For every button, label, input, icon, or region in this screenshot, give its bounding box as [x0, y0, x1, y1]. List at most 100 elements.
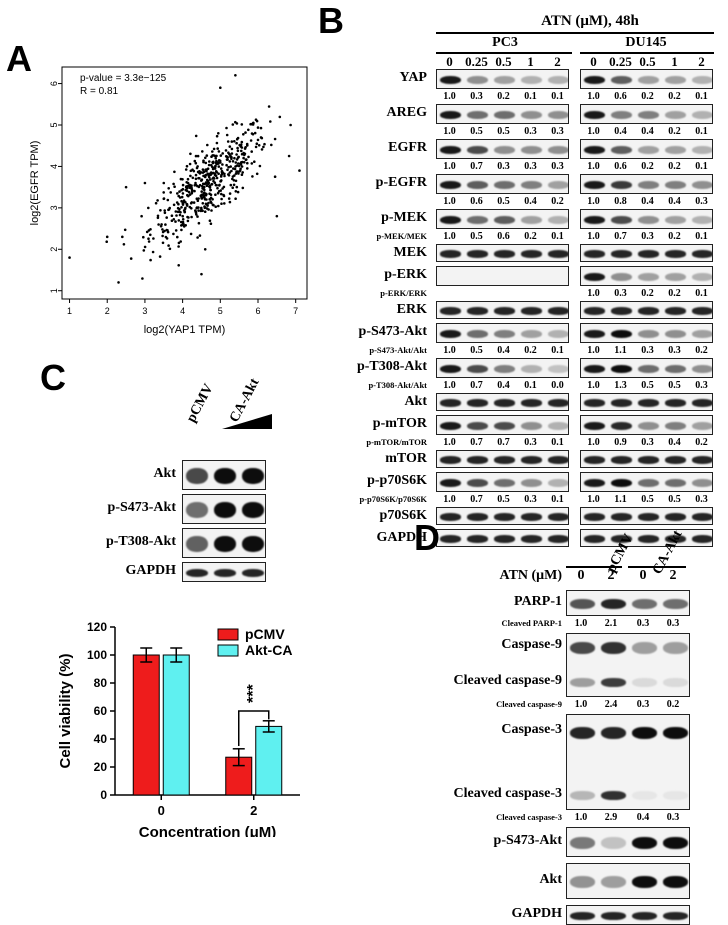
scatter-point — [197, 209, 200, 212]
blot-band — [583, 421, 606, 431]
blot-band — [691, 75, 712, 85]
scatter-point — [198, 234, 202, 237]
scatter-point — [223, 174, 226, 178]
scatter-point — [212, 176, 215, 179]
scatter-point — [249, 139, 253, 142]
blot-band — [637, 110, 660, 120]
blot-band — [663, 837, 688, 849]
scatter-point — [161, 234, 164, 238]
scatter-point — [161, 241, 165, 245]
blot-band — [663, 678, 688, 687]
scatter-point — [206, 143, 209, 147]
scatter-point — [185, 181, 188, 184]
blot-strip-c — [182, 528, 266, 558]
quant-value: 1.0 — [587, 288, 600, 299]
blot-band — [583, 399, 606, 407]
scatter-point — [238, 169, 242, 172]
blot-band — [547, 364, 568, 374]
quant-value: 0.6 — [614, 91, 627, 102]
scatter-point — [298, 169, 301, 172]
blot-band — [493, 307, 516, 315]
quant-value-d: 2.1 — [604, 618, 618, 629]
blot-label-d-caspase-9: Caspase-9 — [501, 637, 562, 652]
scatter-point — [200, 178, 204, 181]
y-tick-label: 20 — [94, 760, 108, 774]
blot-label-p-s473-akt: p-S473-Akt — [358, 324, 427, 339]
blot-strip-d — [566, 863, 690, 899]
blot-band — [637, 145, 660, 155]
blot-band — [547, 513, 568, 521]
quant-value: 0.3 — [695, 380, 708, 391]
scatter-point — [156, 199, 159, 202]
scatter-point — [217, 132, 220, 135]
quant-value: 1.0 — [587, 494, 600, 505]
blot-band — [664, 215, 687, 225]
scatter-point — [208, 160, 211, 163]
scatter-point — [168, 206, 171, 210]
scatter-point — [201, 150, 204, 153]
d-rule-2 — [628, 566, 686, 568]
scatter-point — [227, 151, 230, 154]
blot-band — [610, 180, 633, 190]
scatter-point — [214, 193, 217, 196]
scatter-point — [177, 241, 181, 245]
quant-value: 0.3 — [668, 345, 681, 356]
blot-band — [547, 215, 568, 225]
scatter-point — [169, 191, 172, 194]
quant-value: 0.2 — [668, 126, 681, 137]
blot-label-c-p-s473-akt: p-S473-Akt — [107, 500, 176, 515]
blot-band — [466, 110, 489, 120]
blot-band — [637, 513, 660, 521]
scatter-point — [232, 179, 236, 182]
quant-value: 0.2 — [695, 437, 708, 448]
scatter-point — [147, 240, 151, 243]
dose-label-du145: 1 — [671, 54, 678, 69]
scatter-point — [214, 165, 217, 168]
scatter-point — [217, 165, 221, 168]
quant-value: 0.1 — [695, 288, 708, 299]
scatter-point — [180, 199, 183, 203]
scatter-point — [179, 177, 183, 181]
scatter-point — [190, 186, 193, 189]
scatter-point — [212, 147, 216, 151]
scatter-point — [161, 228, 164, 231]
quant-value: 1.0 — [443, 126, 456, 137]
scatter-point — [189, 232, 193, 236]
blot-band — [493, 145, 516, 155]
quant-value: 0.2 — [497, 91, 510, 102]
blot-band — [664, 399, 687, 407]
scatter-point — [193, 184, 197, 187]
scatter-point — [270, 143, 273, 147]
blot-band — [663, 876, 688, 888]
blot-band — [632, 726, 657, 739]
scatter-point — [192, 169, 196, 173]
scatter-point — [230, 157, 233, 161]
quant-value: 0.5 — [641, 380, 654, 391]
scatter-point — [182, 225, 186, 228]
blot-strip — [580, 323, 713, 343]
scatter-point — [187, 194, 190, 198]
scatter-point — [200, 196, 203, 199]
scatter-point — [225, 158, 229, 161]
scatter-point — [165, 216, 168, 219]
quant-value: 0.1 — [695, 231, 708, 242]
dose-label-pc3: 1 — [527, 54, 534, 69]
blot-strip — [580, 472, 713, 492]
ratio-label: p-ERK/ERK — [380, 288, 427, 298]
scatter-point — [194, 154, 198, 158]
blot-band — [637, 250, 660, 258]
scatter-point — [212, 179, 215, 183]
scatter-point — [221, 152, 224, 155]
blot-band — [466, 75, 489, 85]
scatter-point — [200, 190, 203, 193]
annotation-pvalue: p-value = 3.3e−125 — [80, 73, 167, 84]
blot-band — [520, 535, 543, 543]
scatter-point — [159, 209, 162, 212]
blot-band — [583, 478, 606, 488]
scatter-point — [227, 197, 231, 200]
scatter-point — [180, 188, 183, 192]
ratio-label: p-S473-Akt/Akt — [369, 345, 427, 355]
scatter-point — [203, 188, 206, 192]
scatter-point — [243, 161, 246, 164]
scatter-point — [124, 185, 128, 189]
